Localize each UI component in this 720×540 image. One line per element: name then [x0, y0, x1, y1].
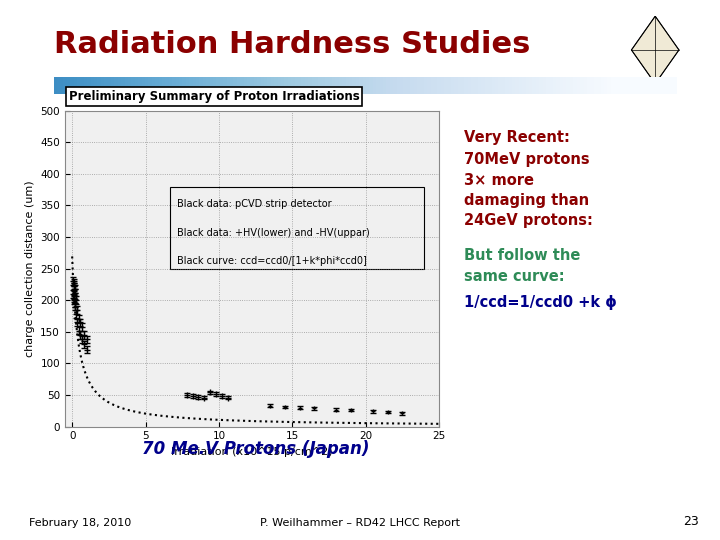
Text: P. Weilhammer – RD42 LHCC Report: P. Weilhammer – RD42 LHCC Report — [260, 518, 460, 528]
Text: Preliminary Summary of Proton Irradiations: Preliminary Summary of Proton Irradiatio… — [68, 90, 359, 103]
Y-axis label: charge collection distance (um): charge collection distance (um) — [24, 180, 35, 357]
Text: 23: 23 — [683, 515, 698, 528]
X-axis label: Irradiation (x10^15 p/cm^2): Irradiation (x10^15 p/cm^2) — [171, 447, 333, 457]
Text: 70 Me.V Protons (Japan): 70 Me.V Protons (Japan) — [142, 440, 369, 458]
Text: Radiation Hardness Studies: Radiation Hardness Studies — [54, 30, 531, 59]
Text: But follow the
same curve:: But follow the same curve: — [464, 248, 581, 284]
Text: 1/ccd=1/ccd0 +k ϕ: 1/ccd=1/ccd0 +k ϕ — [464, 295, 617, 310]
Text: 70MeV protons
3× more
damaging than
24GeV protons:: 70MeV protons 3× more damaging than 24Ge… — [464, 152, 593, 228]
Text: Black curve: ccd=ccd0/[1+k*phi*ccd0]: Black curve: ccd=ccd0/[1+k*phi*ccd0] — [177, 256, 367, 266]
Text: Very Recent:: Very Recent: — [464, 130, 570, 145]
Polygon shape — [631, 16, 679, 84]
Text: Black data: pCVD strip detector: Black data: pCVD strip detector — [177, 199, 332, 209]
Text: February 18, 2010: February 18, 2010 — [29, 518, 131, 528]
Text: Black data: +HV(lower) and -HV(uppar): Black data: +HV(lower) and -HV(uppar) — [177, 227, 370, 238]
Bar — [170, 186, 424, 269]
